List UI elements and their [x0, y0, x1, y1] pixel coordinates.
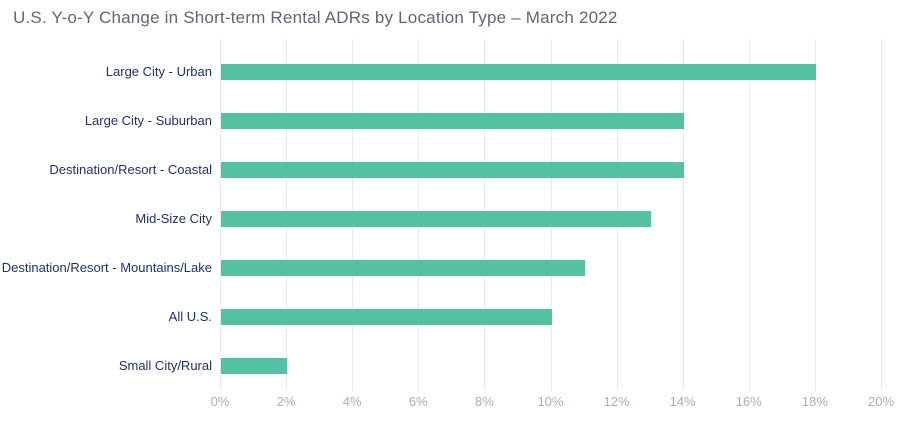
- bar: [221, 162, 684, 178]
- bar: [221, 64, 816, 80]
- x-tick-label: 10%: [537, 394, 564, 409]
- x-tick-label: 18%: [801, 394, 828, 409]
- bar: [221, 211, 651, 227]
- x-tick-label: 8%: [474, 394, 494, 409]
- x-tick-label: 20%: [867, 394, 895, 409]
- plot-area: [220, 39, 882, 390]
- x-tick-label: 6%: [408, 394, 428, 409]
- x-tick-label: 16%: [735, 394, 762, 409]
- gridline: [220, 39, 221, 390]
- x-tick-label: 2%: [276, 394, 296, 409]
- category-label-column: Large City - Urban Large City - Suburban D…: [0, 39, 212, 390]
- bar: [221, 358, 288, 374]
- category-label: Small City/Rural: [118, 358, 212, 373]
- bar: [221, 260, 585, 276]
- gridline: [748, 39, 750, 390]
- x-tick-label: 12%: [603, 394, 630, 409]
- x-tick-label: 0%: [210, 394, 230, 409]
- chart-title: U.S. Y-o-Y Change in Short-term Rental A…: [13, 8, 618, 27]
- category-label: Large City - Suburban: [84, 113, 212, 128]
- bar: [221, 113, 684, 129]
- category-label: Mid-Size City: [135, 211, 212, 226]
- gridline: [682, 39, 684, 390]
- gridline: [814, 39, 816, 390]
- category-label: All U.S.: [168, 309, 212, 324]
- x-axis: 0% 2% 4% 6% 8% 10% 12% 14% 16% 18% 20%: [0, 394, 908, 414]
- category-label: Large City - Urban: [105, 64, 212, 79]
- category-label: Destination/Resort - Mountains/Lake: [1, 260, 212, 275]
- x-tick-label: 4%: [342, 394, 362, 409]
- x-tick-label: 14%: [669, 394, 696, 409]
- gridline: [881, 39, 882, 390]
- category-label: Destination/Resort - Coastal: [49, 162, 212, 177]
- bar: [221, 309, 552, 325]
